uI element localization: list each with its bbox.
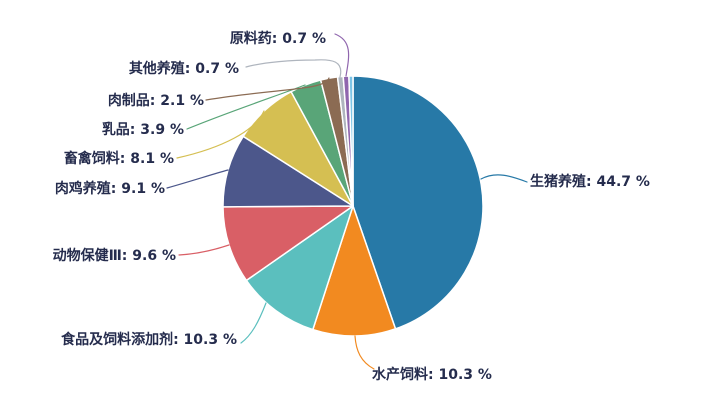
leader-line-livestock-poultry-feed [176, 110, 265, 159]
leader-line-food-feed-additives [240, 302, 267, 344]
leader-line-other-farming [245, 59, 342, 78]
leader-lines-group [166, 33, 528, 370]
slice-label-api-pharma: 原料药: 0.7 % [229, 31, 326, 47]
slice-label-animal-health: 动物保健Ⅲ: 9.6 % [52, 248, 176, 264]
slice-label-aquatic-feed: 水产饲料: 10.3 % [372, 367, 492, 383]
slice-label-pig-farming: 生猪养殖: 44.7 % [530, 174, 650, 190]
slice-label-food-feed-additives: 食品及饲料添加剂: 10.3 % [61, 332, 237, 348]
slice-label-dairy: 乳品: 3.9 % [101, 122, 184, 138]
slice-label-broiler-farming: 肉鸡养殖: 9.1 % [54, 181, 165, 197]
pie-slice-pig-farming[interactable] [352, 75, 484, 330]
leader-line-animal-health [178, 244, 230, 256]
leader-line-pig-farming [480, 174, 528, 183]
leader-line-api-pharma [334, 33, 350, 77]
slice-label-meat-products: 肉制品: 2.1 % [107, 93, 204, 109]
slice-label-other-farming: 其他养殖: 0.7 % [128, 61, 239, 77]
leader-line-broiler-farming [166, 169, 229, 189]
pie-slice-aquatic-feed[interactable] [312, 205, 397, 337]
leader-line-aquatic-feed [354, 335, 375, 370]
pie-slice-food-feed-additives[interactable] [245, 205, 354, 331]
leader-line-meat-products [205, 77, 330, 101]
pie-slices-group [222, 75, 484, 337]
pie-slice-unlabeled-remainder[interactable] [348, 75, 354, 207]
slice-label-livestock-poultry-feed: 畜禽饲料: 8.1 % [63, 151, 174, 167]
